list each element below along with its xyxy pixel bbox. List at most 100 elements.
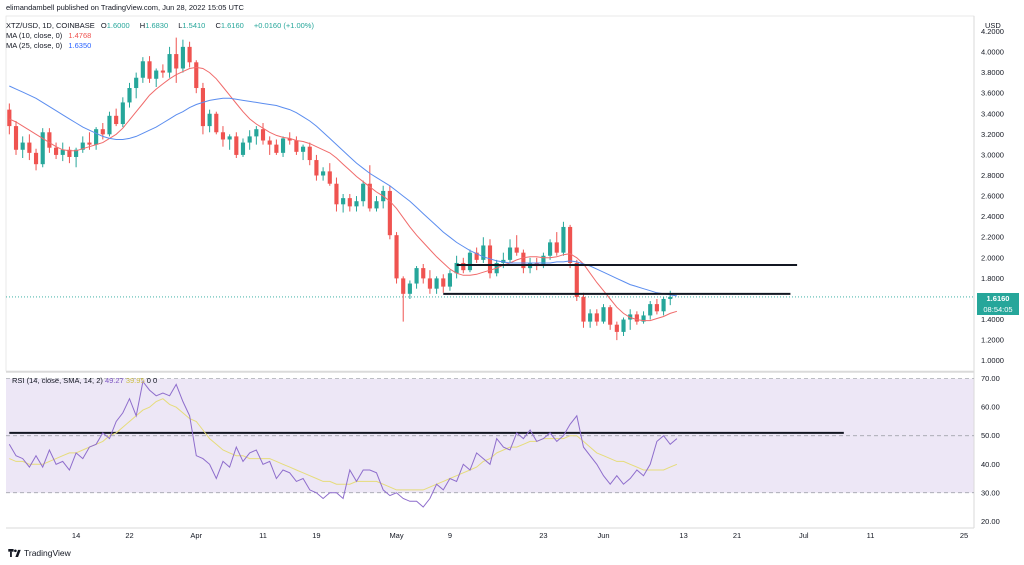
candle-body	[67, 149, 72, 157]
candle-body	[367, 183, 372, 209]
candle-body	[454, 262, 459, 274]
price-tick-label: 1.8000	[981, 274, 1004, 283]
candle-body	[654, 304, 659, 312]
candle-body	[180, 46, 185, 69]
rsi-extra: 0 0	[146, 376, 158, 385]
candle-body	[120, 102, 125, 125]
candle-body	[40, 132, 45, 165]
candle-body	[240, 142, 246, 155]
candle-body	[274, 144, 279, 153]
moving-average-lines	[9, 66, 678, 322]
candle-body	[187, 46, 192, 63]
candle-body	[568, 226, 573, 263]
rsi-value: 49.27	[104, 376, 124, 385]
candle-body	[327, 171, 332, 184]
candle-body	[648, 304, 653, 316]
candle-body	[514, 247, 519, 253]
published-line: elimandambell published on TradingView.c…	[6, 3, 244, 12]
price-tick-label: 2.4000	[981, 212, 1004, 221]
candle-body	[280, 138, 286, 153]
rsi-sma-line	[9, 398, 678, 491]
price-tick-label: 1.0000	[981, 356, 1004, 365]
candle-body	[487, 245, 493, 274]
candle-body	[94, 129, 99, 145]
candle-body	[207, 113, 212, 127]
candle-body	[301, 146, 306, 152]
horizontal-levels[interactable]	[9, 264, 844, 434]
candle-body	[481, 245, 486, 260]
candle-body	[13, 126, 19, 150]
candle-body	[294, 140, 299, 152]
candle-body	[581, 296, 586, 322]
ohlc-close: C1.6160	[215, 21, 244, 30]
candle-body	[314, 160, 319, 176]
candle-body	[601, 307, 606, 322]
rsi-line	[8, 380, 678, 508]
candle-body	[554, 242, 559, 253]
candle-body	[154, 70, 159, 79]
tradingview-brand-label: TradingView	[24, 548, 71, 558]
candle-body	[588, 313, 593, 322]
candle-body	[561, 226, 566, 253]
time-tick-label: 11	[867, 531, 875, 540]
price-tick-label: 4.2000	[981, 27, 1004, 36]
candle-body	[467, 252, 473, 271]
candle-body	[574, 262, 579, 297]
candle-body	[194, 62, 199, 89]
rsi-tick-label: 60.00	[981, 403, 1000, 412]
last-price-tag: 1.6160 08:54:05	[977, 293, 1019, 315]
candle-body	[621, 319, 626, 332]
candle-body	[414, 268, 419, 284]
legend-ma10[interactable]: MA (10, close, 0) 1.4768	[6, 31, 95, 41]
candle-body	[641, 315, 646, 322]
ohlc-change: +0.0160 (+1.00%)	[253, 21, 314, 30]
last-price-value: 1.6160	[986, 294, 1010, 303]
price-tick-label: 1.2000	[981, 336, 1004, 345]
legend-ma25[interactable]: MA (25, close, 0) 1.6350	[6, 41, 95, 51]
ohlc-open: O1.6000	[100, 21, 130, 30]
candle-body	[260, 129, 266, 141]
time-tick-label: May	[389, 531, 403, 540]
candle-body	[461, 262, 466, 271]
time-tick-label: 22	[125, 531, 133, 540]
candle-body	[361, 183, 366, 202]
price-tick-label: 2.2000	[981, 233, 1004, 242]
rsi-label: RSI (14, close, SMA, 14, 2)	[12, 376, 103, 385]
rsi-tick-label: 20.00	[981, 517, 1000, 526]
candle-body	[474, 252, 479, 260]
candle-body	[287, 138, 292, 141]
time-tick-label: 21	[733, 531, 741, 540]
ma25-line	[9, 85, 677, 297]
candle-body	[107, 115, 112, 135]
candle-body	[401, 278, 406, 294]
time-tick-label: 9	[448, 531, 452, 540]
legend-symbol-row: XTZ/USD, 1D, COINBASE O1.6000 H1.6830 L1…	[6, 21, 318, 31]
candle-body	[421, 268, 426, 279]
candle-body	[347, 198, 352, 207]
price-tick-label: 3.8000	[981, 68, 1004, 77]
candle-body	[668, 296, 673, 299]
price-tick-label: 1.4000	[981, 315, 1004, 324]
candle-body	[134, 77, 139, 89]
candle-body	[594, 313, 599, 322]
candle-body	[247, 136, 252, 143]
price-tick-label: 2.0000	[981, 253, 1004, 262]
candle-body	[200, 88, 206, 127]
candle-body	[60, 149, 65, 155]
tradingview-brand[interactable]: TradingView	[8, 548, 71, 558]
candle-body	[33, 152, 39, 165]
candle-body	[334, 183, 339, 205]
candle-body	[47, 132, 52, 148]
candle-body	[441, 278, 446, 287]
candle-body	[307, 146, 312, 161]
candle-body	[114, 115, 119, 125]
candle-body	[80, 142, 85, 150]
candle-body	[214, 113, 219, 133]
rsi-legend[interactable]: RSI (14, close, SMA, 14, 2) 49.27 39.95 …	[12, 376, 157, 385]
candle-body	[167, 54, 172, 73]
ohlc-high: H1.6830	[139, 21, 169, 30]
time-tick-label: 25	[960, 531, 968, 540]
candle-body	[387, 190, 392, 236]
price-tick-label: 4.0000	[981, 48, 1004, 57]
